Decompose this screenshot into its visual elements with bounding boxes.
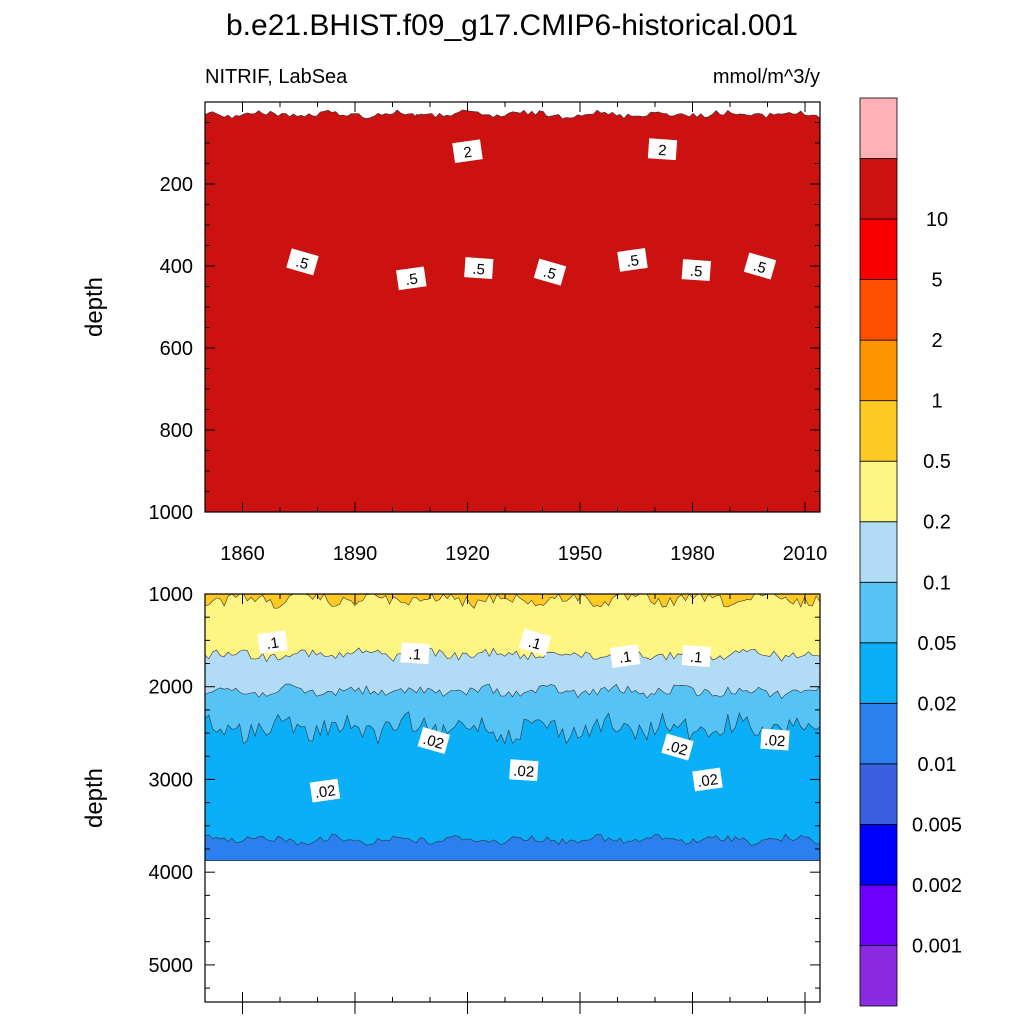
x-tick-label: 2010 [783,543,828,565]
colorbar-label-6: 0.1 [923,572,951,594]
colorbar-swatch-2 [859,824,898,886]
colorbar-label-4: 0.02 [918,693,957,715]
contour-label-upper-1: 2 [647,138,678,161]
colorbar-swatch-6 [859,581,898,644]
contour-label-lower-5: .02 [417,727,451,754]
colorbar-swatch-11 [859,279,898,341]
panel-frame-lower [204,593,821,1003]
y-tick-label-lower: 3000 [149,769,194,791]
contour-label-lower-4: .1 [681,645,711,668]
contour-label-upper-6: .5 [617,248,648,272]
contour-label-upper-3: .5 [396,266,427,291]
y-tick-label-upper: 200 [160,174,193,196]
contour-label-text: .5 [294,253,311,273]
contour-label-text: .02 [696,771,719,791]
contour-label-text: .5 [751,258,768,278]
contour-label-text: .1 [408,646,422,664]
colorbar-swatch-3 [859,763,898,825]
contour-label-upper-4: .5 [464,257,494,280]
contour-label-lower-10: .02 [760,728,790,751]
colorbar-swatch-9 [859,400,898,462]
contour-label-lower-8: .02 [661,733,694,761]
colorbar-swatch-10 [859,339,898,402]
subtitle-left: NITRIF, LabSea [205,66,348,88]
y-tick-label-upper: 800 [160,420,193,442]
contour-label-upper-2: .5 [286,248,319,276]
colorbar-label-2: 0.005 [912,814,962,836]
x-tick-label: 1950 [558,543,603,565]
colorbar-swatch-14 [859,97,898,159]
contour-layer-lower-5 [205,833,820,861]
chart-title: b.e21.BHIST.f09_g17.CMIP6-historical.001 [226,9,798,42]
y-tick-label-lower: 1000 [149,584,194,606]
contour-fills-lower: .1 .1 .1 .1 .1 .02 .02 .02 .02 .02 .02 [205,594,820,1002]
colorbar-label-5: 0.05 [918,633,957,655]
contour-label-text: .5 [689,263,703,281]
contour-label-lower-0: .1 [257,630,288,655]
x-tick-label: 1890 [333,543,378,565]
contour-label-text: .5 [625,252,640,271]
colorbar-label-9: 1 [931,391,942,413]
y-axis-label-upper: depth [81,277,108,337]
x-tick-label: 1980 [670,543,715,565]
colorbar-label-12: 10 [926,209,948,231]
contour-label-lower-6: .02 [309,778,341,803]
colorbar-label-7: 0.2 [923,512,951,534]
contour-label-upper-7: .5 [681,259,711,282]
contour-label-text: .1 [689,649,703,667]
colorbar-label-8: 0.5 [923,451,951,473]
y-tick-label-upper: 1000 [149,502,194,524]
x-tick-label: 1920 [445,543,490,565]
contour-label-lower-7: .02 [509,759,539,782]
contour-label-text: 2 [658,142,668,160]
contour-label-text: .5 [472,261,486,279]
contour-label-text: .1 [526,634,543,654]
contour-label-text: .5 [404,270,419,289]
subtitle-right: mmol/m^3/y [713,66,820,88]
x-tick-label: 1860 [220,543,265,565]
y-tick-label-upper: 600 [160,338,193,360]
colorbar-swatch-13 [859,158,898,220]
colorbar: 0.001 0.002 0.005 0.01 0.02 0.05 0.1 0.2 0.5 1 2 5 1… [859,97,962,1007]
contour-label-text: .02 [513,762,535,780]
contour-label-lower-1: .1 [400,642,430,665]
y-tick-label-lower: 5000 [149,955,194,977]
contour-layer-upper-5 [205,109,820,512]
y-tick-label-upper: 400 [160,256,193,278]
contour-label-text: .5 [541,264,558,284]
y-tick-label-lower: 4000 [149,862,194,884]
colorbar-swatch-1 [859,884,898,946]
contour-label-upper-8: .5 [743,252,777,280]
contour-label-lower-2: .1 [518,628,552,656]
contour-label-text: .1 [618,648,633,667]
colorbar-swatch-8 [859,460,898,523]
contour-label-lower-3: .1 [609,644,641,668]
contour-label-upper-0: 2 [452,139,483,164]
colorbar-label-11: 5 [931,270,942,292]
y-tick-label-lower: 2000 [149,677,194,699]
contour-label-text: .1 [265,634,280,653]
contour-label-text: 2 [462,144,473,162]
contour-label-text: .02 [314,782,337,802]
colorbar-swatch-7 [859,521,898,583]
panel-upper: 2 2 .5 .5 .5 .5 .5 .5 .5 200 400 600 800 1000 depth 186… [81,101,828,565]
contour-fills-upper: 2 2 .5 .5 .5 .5 .5 .5 .5 [205,102,820,512]
colorbar-swatch-5 [859,642,898,704]
colorbar-label-10: 2 [931,330,942,352]
colorbar-swatch-12 [859,218,898,280]
contour-label-text: .02 [421,731,446,753]
y-axis-label-lower: depth [81,768,108,828]
contour-label-text: .02 [665,737,690,759]
contour-label-upper-5: .5 [533,258,567,286]
panel-lower: .1 .1 .1 .1 .1 .02 .02 .02 .02 .02 .02 1000 2000 3000… [81,584,821,1014]
colorbar-label-3: 0.01 [918,754,957,776]
contour-label-text: .02 [764,732,786,750]
colorbar-swatch-0 [859,945,898,1007]
colorbar-label-1: 0.002 [912,875,962,897]
colorbar-label-0: 0.001 [912,935,962,957]
contour-label-lower-9: .02 [692,767,723,792]
colorbar-swatch-4 [859,702,898,765]
